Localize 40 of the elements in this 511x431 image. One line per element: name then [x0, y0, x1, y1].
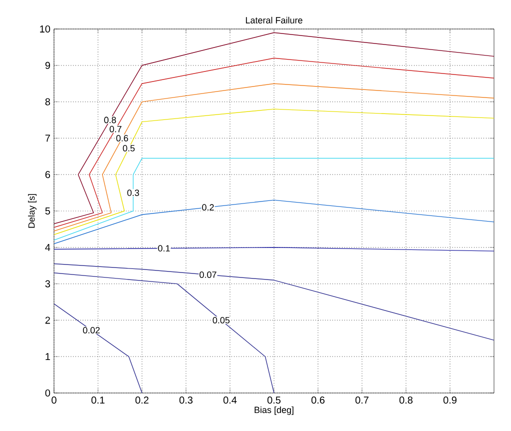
series-label: 0.05 — [212, 317, 230, 324]
y-tick-label: 5 — [45, 208, 50, 214]
x-tick-label: 0.8 — [399, 396, 413, 404]
x-tick-label: 0.7 — [355, 396, 368, 404]
y-tick-label: 10 — [40, 25, 50, 33]
series-label: 0.6 — [116, 135, 128, 142]
line-series — [54, 272, 274, 393]
x-tick-label: 0.2 — [135, 396, 148, 404]
series-label: 0.02 — [82, 327, 100, 334]
x-tick-label: 0.9 — [443, 396, 456, 404]
y-tick-label: 4 — [45, 244, 50, 251]
line-series — [54, 83, 494, 232]
series-label: 0.3 — [127, 190, 140, 196]
series-label: 0.2 — [202, 204, 214, 211]
y-tick-label: 9 — [45, 62, 50, 69]
y-tick-label: 1 — [46, 353, 50, 360]
line-series — [54, 108, 494, 236]
y-tick-label: 8 — [45, 98, 50, 106]
series-label: 0.07 — [200, 272, 216, 278]
y-tick-label: 0 — [45, 389, 50, 397]
line-series — [54, 263, 494, 341]
y-tick-label: 2 — [45, 316, 50, 324]
series-label: 0.8 — [104, 116, 116, 124]
x-tick-label: 0 — [52, 396, 56, 404]
x-tick-label: 0.5 — [267, 396, 281, 404]
line-series — [54, 200, 494, 244]
x-tick-label: 0.6 — [311, 396, 325, 404]
x-tick-label: 0.1 — [91, 396, 104, 404]
y-axis-title: Delay [s] — [28, 194, 36, 228]
line-series — [54, 158, 494, 240]
y-tick-label: 3 — [45, 280, 50, 288]
x-axis-title: Bias [deg] — [254, 406, 294, 415]
chart-title: Lateral Failure — [246, 16, 302, 24]
series-label: 0.5 — [122, 145, 135, 152]
x-tick-label: 0.4 — [223, 396, 237, 404]
y-tick-label: 7 — [45, 134, 50, 142]
series-label: 0.7 — [110, 126, 122, 132]
y-tick-label: 6 — [45, 171, 50, 178]
x-tick-label: 0.3 — [179, 396, 193, 404]
series-label: 0.1 — [158, 245, 170, 252]
